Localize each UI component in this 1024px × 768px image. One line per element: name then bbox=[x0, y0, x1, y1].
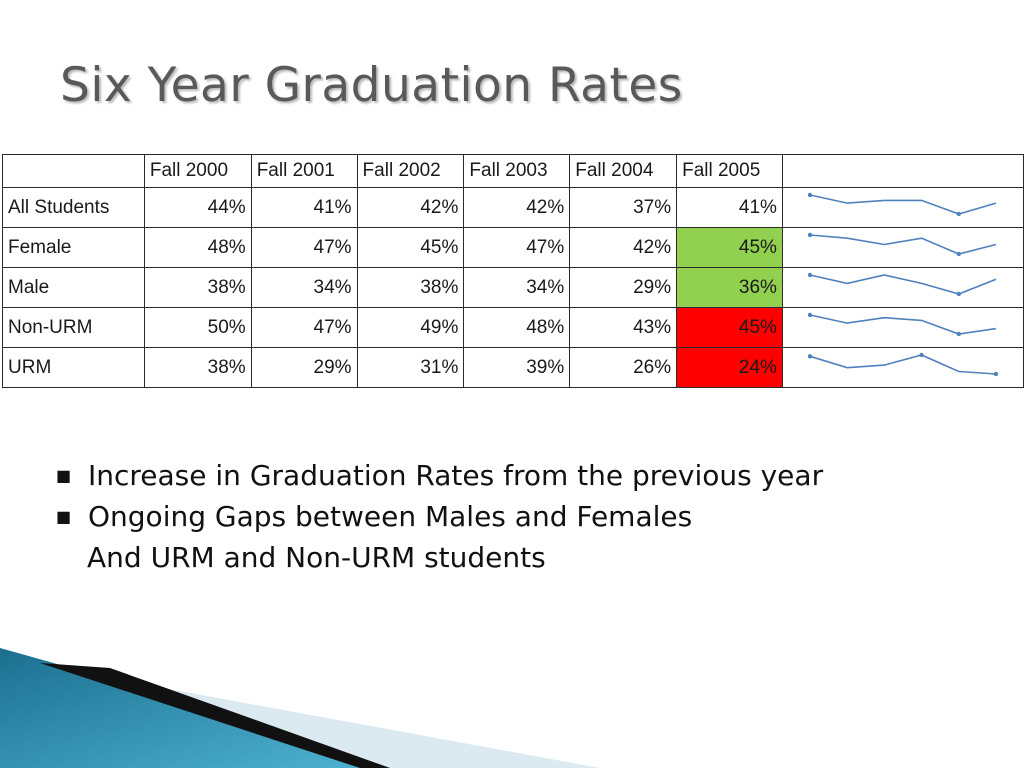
slide-title: Six Year Graduation Rates bbox=[60, 58, 683, 113]
table-row: All Students 44% 41% 42% 42% 37% 41% bbox=[2, 187, 1024, 228]
square-bullet-icon: ■ bbox=[56, 507, 72, 526]
sparkline bbox=[807, 272, 997, 297]
sparkline-point bbox=[807, 192, 813, 198]
sparkline-series-line bbox=[809, 314, 997, 335]
bullet-item: ■ Increase in Graduation Rates from the p… bbox=[56, 455, 823, 496]
bullet-list: ■ Increase in Graduation Rates from the p… bbox=[56, 455, 823, 578]
rate-cell-latest: 36% bbox=[676, 267, 783, 308]
graduation-rates-table: Fall 2000 Fall 2001 Fall 2002 Fall 2003 … bbox=[2, 154, 1024, 388]
sparkline-point bbox=[807, 354, 813, 359]
sparkline-series-line bbox=[809, 274, 997, 295]
column-header: Fall 2002 bbox=[356, 154, 465, 188]
rate-cell: 39% bbox=[463, 347, 571, 388]
rate-cell-latest: 45% bbox=[676, 307, 783, 348]
sparkline-point bbox=[956, 251, 961, 257]
rate-cell: 38% bbox=[143, 347, 252, 388]
column-header: Fall 2004 bbox=[569, 154, 678, 188]
rate-cell: 29% bbox=[569, 267, 678, 308]
sparkline-cell bbox=[781, 347, 1024, 388]
rate-cell-latest: 24% bbox=[676, 347, 783, 388]
square-bullet-icon: ■ bbox=[56, 466, 72, 485]
sparkline-series-line bbox=[809, 194, 997, 215]
sparkline-series-line bbox=[809, 354, 997, 375]
black-wedge-shape bbox=[40, 663, 390, 768]
table-header-row: Fall 2000 Fall 2001 Fall 2002 Fall 2003 … bbox=[2, 154, 1024, 188]
rate-cell: 31% bbox=[356, 347, 465, 388]
rate-cell: 29% bbox=[250, 347, 358, 388]
rate-cell: 42% bbox=[356, 187, 465, 228]
rate-cell: 50% bbox=[143, 307, 252, 348]
rate-cell: 44% bbox=[143, 187, 252, 228]
rate-cell: 43% bbox=[569, 307, 678, 348]
row-label: Female bbox=[2, 227, 145, 268]
rate-cell: 38% bbox=[143, 267, 252, 308]
sparkline-cell bbox=[781, 227, 1024, 268]
sparkline-point bbox=[956, 331, 961, 337]
row-label: Non-URM bbox=[2, 307, 145, 348]
sparkline-point bbox=[956, 211, 961, 217]
sparkline-point bbox=[993, 371, 999, 377]
sparkline-point bbox=[807, 232, 813, 238]
rate-cell: 47% bbox=[250, 307, 358, 348]
column-header: Fall 2001 bbox=[250, 154, 358, 188]
sparkline-point bbox=[956, 291, 961, 297]
header-blank-cell bbox=[2, 154, 145, 188]
sparkline-header-cell bbox=[781, 154, 1024, 188]
sparkline-point bbox=[807, 272, 813, 278]
sparkline-series-line bbox=[809, 234, 997, 255]
sparkline-point bbox=[919, 352, 924, 358]
sparkline bbox=[807, 192, 997, 217]
sparkline bbox=[807, 352, 999, 377]
pale-band-shape bbox=[120, 680, 600, 768]
sparkline-cell bbox=[781, 267, 1024, 308]
bullet-text: Increase in Graduation Rates from the pr… bbox=[88, 459, 824, 492]
bullet-item: ■ Ongoing Gaps between Males and Females bbox=[56, 496, 823, 537]
rate-cell: 48% bbox=[463, 307, 571, 348]
sparkline-cell bbox=[781, 307, 1024, 348]
bullet-text: Ongoing Gaps between Males and Females bbox=[88, 500, 693, 533]
rate-cell: 34% bbox=[250, 267, 358, 308]
rate-cell: 34% bbox=[463, 267, 571, 308]
row-label: URM bbox=[2, 347, 145, 388]
sparkline bbox=[807, 232, 997, 257]
sparkline bbox=[807, 312, 997, 337]
rate-cell: 37% bbox=[569, 187, 678, 228]
rate-cell: 48% bbox=[143, 227, 252, 268]
table-row: URM 38% 29% 31% 39% 26% 24% bbox=[2, 347, 1024, 388]
bullet-continuation: And URM and Non-URM students bbox=[87, 541, 546, 574]
sparkline-point bbox=[807, 312, 813, 318]
row-label: All Students bbox=[2, 187, 145, 228]
rate-cell: 26% bbox=[569, 347, 678, 388]
rate-cell: 47% bbox=[250, 227, 358, 268]
column-header: Fall 2000 bbox=[143, 154, 252, 188]
